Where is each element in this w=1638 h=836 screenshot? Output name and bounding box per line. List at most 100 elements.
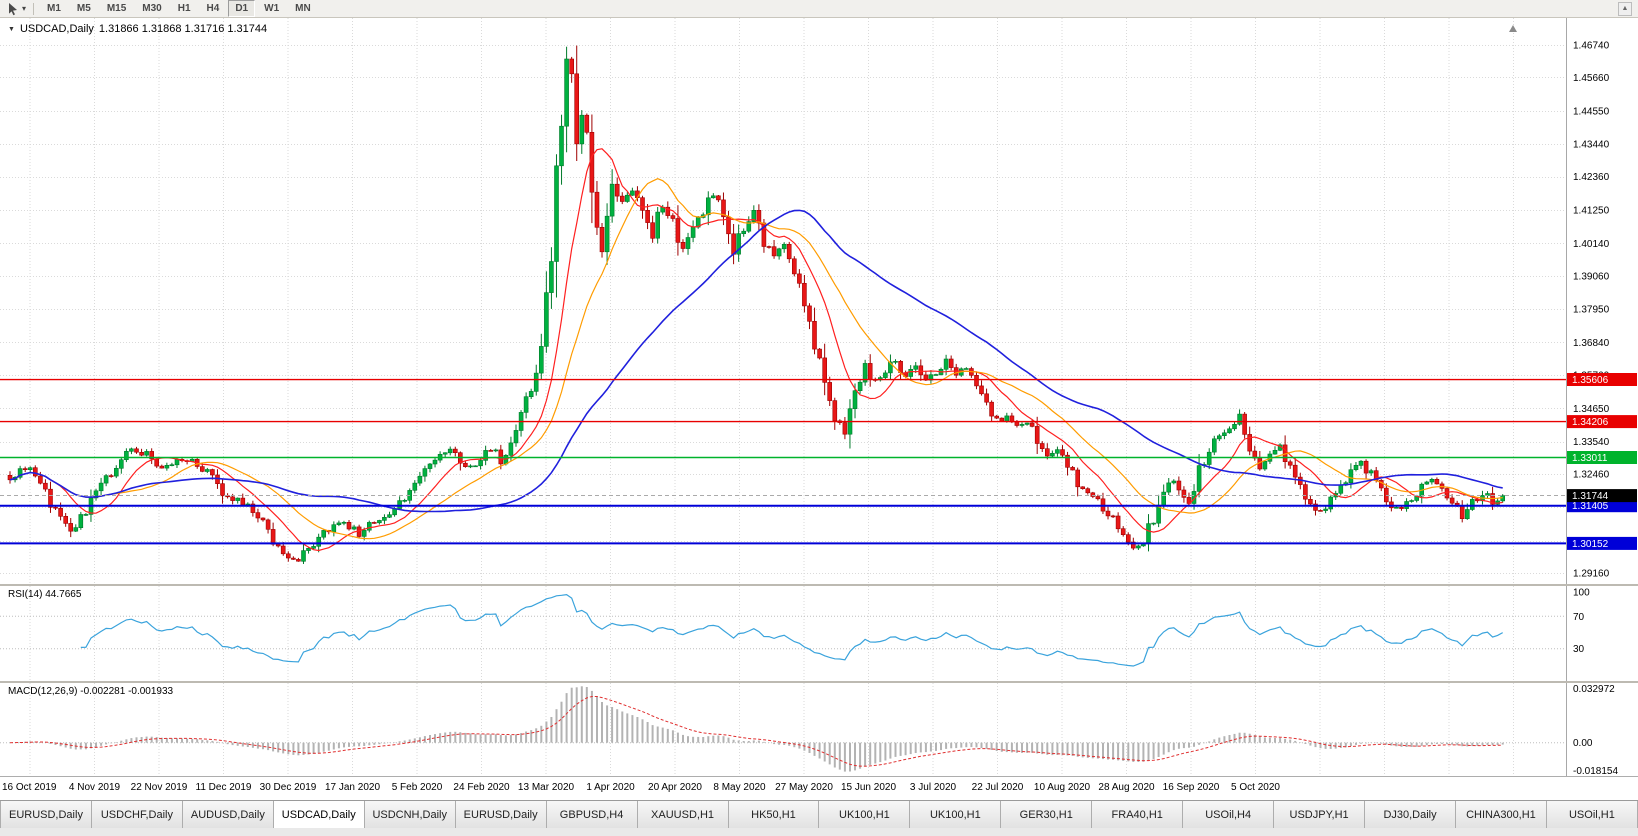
timeframe-button-d1[interactable]: D1 xyxy=(228,0,256,17)
hline-badge-131405: 1.31405 xyxy=(1567,499,1637,513)
chart-tab-china300-h1[interactable]: CHINA300,H1 xyxy=(1456,801,1547,828)
svg-text:1.32460: 1.32460 xyxy=(1573,470,1610,481)
macd-chart-canvas[interactable]: 0.032972 0.00 -0.018154 xyxy=(0,683,1638,776)
date-label: 16 Oct 2019 xyxy=(2,782,57,793)
price-axis: 1.46740 1.45660 1.44550 1.43440 1.42360 1.412… xyxy=(1566,18,1637,584)
chart-tab-usdjpy-h1[interactable]: USDJPY,H1 xyxy=(1274,801,1366,828)
svg-text:1.41250: 1.41250 xyxy=(1573,206,1610,217)
svg-text:1.33540: 1.33540 xyxy=(1573,437,1610,448)
ma-mid-line xyxy=(9,178,1503,540)
panel-splitter[interactable] xyxy=(0,584,1638,586)
cursor-arrow-icon xyxy=(9,2,17,15)
chart-tab-dj30-daily[interactable]: DJ30,Daily xyxy=(1365,801,1456,828)
svg-text:30: 30 xyxy=(1573,644,1585,655)
rsi-axis: 100 70 30 xyxy=(1566,586,1590,681)
chart-tab-audusd-daily[interactable]: AUDUSD,Daily xyxy=(182,801,274,828)
date-label: 15 Jun 2020 xyxy=(840,782,897,793)
macd-panel[interactable]: 0.032972 0.00 -0.018154 MACD(12,26,9) -0.0… xyxy=(0,683,1638,776)
chart-tab-usoil-h1[interactable]: USOil,H1 xyxy=(1546,801,1638,828)
timeframe-button-mn[interactable]: MN xyxy=(295,3,311,14)
chart-tab-usoil-h4[interactable]: USOil,H4 xyxy=(1183,801,1275,828)
svg-text:1.33011: 1.33011 xyxy=(1572,453,1608,464)
date-label: 27 May 2020 xyxy=(775,782,833,793)
svg-text:1.40140: 1.40140 xyxy=(1573,239,1610,250)
timeframe-button-h4[interactable]: H4 xyxy=(206,3,220,14)
chart-tab-usdcad-daily[interactable]: USDCAD,Daily xyxy=(273,801,365,828)
panel-splitter[interactable] xyxy=(0,681,1638,683)
svg-text:70: 70 xyxy=(1573,612,1585,623)
date-label: 22 Nov 2019 xyxy=(130,782,188,793)
chart-tab-hk50-h1[interactable]: HK50,H1 xyxy=(728,801,820,828)
svg-text:1.46740: 1.46740 xyxy=(1573,41,1610,52)
symbol-ohlc: 1.31866 1.31868 1.31716 1.31744 xyxy=(98,23,268,35)
chart-tab-xauusd-h1[interactable]: XAUUSD,H1 xyxy=(637,801,729,828)
price-grid xyxy=(0,18,1566,584)
date-label: 30 Dec 2019 xyxy=(259,782,317,793)
date-label: 16 Sep 2020 xyxy=(1162,782,1220,793)
chart-cursor-icon[interactable] xyxy=(4,2,22,16)
price-chart-canvas[interactable]: 1.46740 1.45660 1.44550 1.43440 1.42360 1.412… xyxy=(0,18,1638,584)
svg-text:1.42360: 1.42360 xyxy=(1573,172,1610,183)
symbol-info: ▼ USDCAD,Daily 1.31866 1.31868 1.31716 1… xyxy=(8,23,267,35)
hline-badge-135606: 1.35606 xyxy=(1567,373,1637,386)
ma-slow-line xyxy=(9,209,1503,513)
macd-signal-line xyxy=(9,696,1503,767)
chart-tab-eurusd-daily[interactable]: EURUSD,Daily xyxy=(455,801,547,828)
date-label: 5 Feb 2020 xyxy=(391,782,443,793)
chart-tab-gbpusd-h4[interactable]: GBPUSD,H4 xyxy=(546,801,638,828)
rsi-line xyxy=(80,593,1503,667)
timeframe-button-m1[interactable]: M1 xyxy=(47,3,61,14)
date-label: 3 Jul 2020 xyxy=(909,782,957,793)
date-label: 1 Apr 2020 xyxy=(586,782,635,793)
chart-tab-uk100-h1[interactable]: UK100,H1 xyxy=(910,801,1002,828)
candles xyxy=(7,45,1505,564)
current-price-badge: 1.31744 xyxy=(1567,489,1637,503)
svg-text:1.37950: 1.37950 xyxy=(1573,305,1610,316)
hline-badge-133011: 1.33011 xyxy=(1567,451,1637,464)
rsi-grid xyxy=(0,586,1566,681)
symbol-collapse-icon[interactable]: ▼ xyxy=(8,25,15,33)
date-label: 5 Oct 2020 xyxy=(1231,782,1280,793)
svg-text:1.34650: 1.34650 xyxy=(1573,404,1610,415)
chart-tab-usdchf-daily[interactable]: USDCHF,Daily xyxy=(91,801,183,828)
rsi-chart-canvas[interactable]: 100 70 30 xyxy=(0,586,1638,681)
date-label: 13 Mar 2020 xyxy=(517,782,575,793)
svg-text:1.35606: 1.35606 xyxy=(1572,375,1609,386)
rsi-label: RSI(14) 44.7665 xyxy=(8,589,82,600)
date-label: 4 Nov 2019 xyxy=(68,782,121,793)
svg-text:1.44550: 1.44550 xyxy=(1573,106,1610,117)
chart-tab-uk100-h1[interactable]: UK100,H1 xyxy=(819,801,911,828)
scroll-up-button[interactable]: ▲ xyxy=(1618,1,1632,16)
chart-shift-marker[interactable] xyxy=(1509,25,1517,32)
toolbar-dropdown-icon[interactable]: ▾ xyxy=(22,3,27,13)
timeframe-button-m15[interactable]: M15 xyxy=(106,3,127,14)
svg-text:-0.018154: -0.018154 xyxy=(1573,766,1618,776)
svg-text:1.31744: 1.31744 xyxy=(1572,491,1609,502)
bottom-strip xyxy=(0,828,1638,836)
date-label: 8 May 2020 xyxy=(713,782,766,793)
hline-badge-130152: 1.30152 xyxy=(1567,536,1637,550)
timeframe-button-h1[interactable]: H1 xyxy=(177,3,191,14)
macd-label: MACD(12,26,9) -0.002281 -0.001933 xyxy=(8,686,174,697)
chart-tab-usdcnh-daily[interactable]: USDCNH,Daily xyxy=(364,801,456,828)
date-axis[interactable]: 16 Oct 2019 4 Nov 2019 22 Nov 2019 11 Dec 2… xyxy=(0,776,1638,800)
timeframe-button-m5[interactable]: M5 xyxy=(76,3,91,14)
toolbar-separator xyxy=(33,2,35,15)
chart-tab-eurusd-daily[interactable]: EURUSD,Daily xyxy=(0,801,92,828)
svg-text:1.30152: 1.30152 xyxy=(1572,539,1609,550)
svg-text:1.39060: 1.39060 xyxy=(1573,271,1610,282)
toolbar: ▾ M1 M5 M15 M30 H1 H4 D1 W1 MN ▲ xyxy=(0,0,1638,18)
date-label: 24 Feb 2020 xyxy=(453,782,510,793)
timeframe-button-m30[interactable]: M30 xyxy=(142,3,162,14)
svg-text:0.00: 0.00 xyxy=(1573,738,1593,749)
chart-tab-ger30-h1[interactable]: GER30,H1 xyxy=(1001,801,1093,828)
timeframe-button-w1[interactable]: W1 xyxy=(264,3,280,14)
macd-grid xyxy=(0,683,1566,776)
chart-tab-fra40-h1[interactable]: FRA40,H1 xyxy=(1092,801,1184,828)
chart-tab-bar: EURUSD,Daily USDCHF,Daily AUDUSD,Daily USDC… xyxy=(0,800,1638,828)
svg-text:1.31405: 1.31405 xyxy=(1572,501,1609,512)
rsi-panel[interactable]: 100 70 30 RSI(14) 44.7665 xyxy=(0,586,1638,681)
price-chart-panel[interactable]: 1.46740 1.45660 1.44550 1.43440 1.42360 1.412… xyxy=(0,18,1638,584)
date-label: 28 Aug 2020 xyxy=(1098,782,1155,793)
